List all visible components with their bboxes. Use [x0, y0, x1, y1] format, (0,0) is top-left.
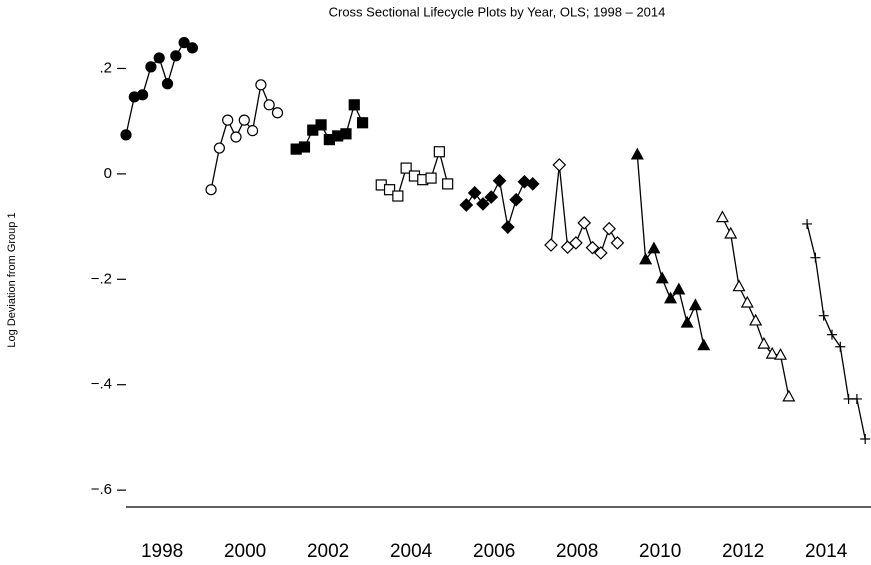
marker	[647, 241, 661, 254]
series-line	[636, 154, 705, 346]
y-tick-label: 0	[104, 165, 112, 182]
marker	[348, 99, 360, 111]
marker	[484, 190, 499, 204]
marker	[178, 37, 190, 49]
y-tick-label: .2	[99, 59, 112, 76]
marker	[433, 146, 445, 158]
y-tick-label: −.2	[91, 270, 112, 287]
x-tick-label: 2010	[639, 541, 681, 562]
marker	[835, 341, 846, 352]
marker	[757, 336, 771, 349]
marker	[500, 220, 515, 234]
marker	[145, 61, 157, 73]
marker	[740, 295, 754, 308]
marker	[425, 172, 437, 184]
marker	[356, 117, 369, 129]
marker	[680, 315, 694, 328]
marker	[222, 114, 234, 126]
marker	[467, 186, 482, 200]
marker	[213, 142, 225, 154]
marker	[271, 107, 284, 119]
marker	[810, 252, 821, 263]
marker	[802, 218, 813, 229]
x-tick-label: 2002	[307, 541, 349, 562]
marker	[442, 178, 454, 190]
marker	[602, 221, 616, 236]
x-tick-label: 2000	[224, 541, 266, 562]
marker	[544, 238, 558, 252]
marker	[672, 282, 686, 295]
x-tick-label: 1998	[141, 541, 183, 562]
x-tick-label: 2006	[473, 541, 515, 562]
marker	[774, 347, 788, 360]
marker	[826, 329, 837, 340]
marker	[492, 173, 507, 188]
marker	[246, 125, 259, 137]
marker	[509, 192, 523, 207]
marker	[664, 291, 678, 304]
marker	[392, 190, 404, 202]
marker	[818, 310, 829, 321]
marker	[315, 119, 327, 131]
marker	[860, 434, 871, 445]
x-tick-label: 2008	[556, 541, 598, 562]
marker	[593, 246, 608, 260]
marker	[525, 177, 540, 191]
marker	[205, 184, 217, 196]
marker	[230, 131, 242, 143]
x-tick-label: 2014	[805, 541, 848, 562]
marker	[639, 252, 653, 265]
marker	[298, 141, 311, 153]
marker	[630, 147, 644, 160]
marker	[400, 162, 412, 174]
marker	[569, 236, 583, 250]
marker	[161, 78, 174, 90]
y-tick-label: −.4	[91, 376, 112, 393]
marker	[732, 279, 746, 292]
marker	[851, 393, 862, 404]
y-tick-label: −.6	[91, 481, 112, 498]
marker	[383, 184, 396, 196]
marker	[552, 158, 567, 172]
marker	[749, 313, 763, 326]
marker	[120, 129, 132, 141]
marker	[340, 128, 352, 140]
marker	[238, 114, 250, 126]
marker	[697, 338, 711, 351]
x-tick-label: 2004	[390, 541, 433, 562]
marker	[170, 50, 182, 62]
series-line	[550, 164, 618, 254]
marker	[724, 226, 738, 239]
marker	[585, 240, 600, 255]
marker	[655, 271, 669, 284]
marker	[137, 89, 149, 101]
marker	[459, 198, 474, 212]
series-line	[721, 217, 790, 397]
marker	[715, 210, 729, 223]
chart-title: Cross Sectional Lifecycle Plots by Year,…	[329, 4, 666, 19]
marker	[476, 197, 490, 211]
marker	[263, 99, 275, 111]
x-tick-label: 2012	[722, 541, 764, 562]
marker	[255, 79, 267, 91]
y-axis-label: Log Deviation from Group 1	[6, 212, 18, 347]
marker	[186, 42, 199, 54]
marker	[782, 389, 796, 402]
marker	[610, 236, 625, 250]
marker	[765, 346, 779, 359]
marker	[153, 52, 165, 64]
marker	[688, 298, 702, 311]
marker	[577, 216, 592, 230]
